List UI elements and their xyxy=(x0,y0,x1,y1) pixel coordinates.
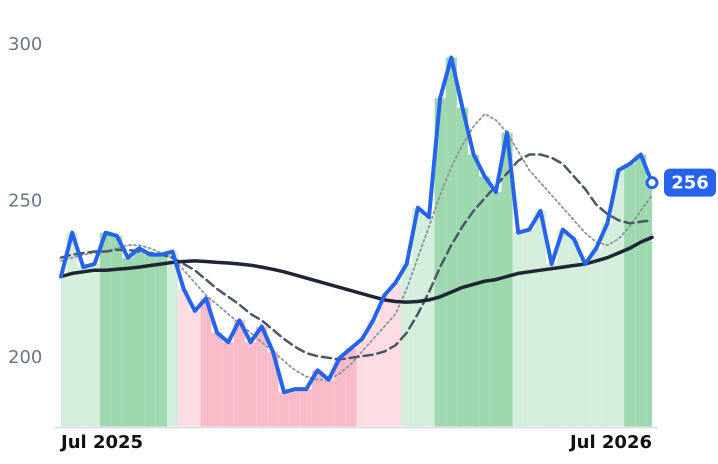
regime-area xyxy=(155,254,167,427)
regime-area xyxy=(389,282,402,427)
regime-area xyxy=(88,263,101,427)
regime-area xyxy=(278,392,290,427)
regime-area xyxy=(267,351,279,427)
regime-area xyxy=(200,298,212,427)
regime-area xyxy=(579,263,591,427)
series-line xyxy=(60,113,653,381)
regime-area xyxy=(512,232,524,427)
y-tick-label: 300 xyxy=(8,34,42,55)
regime-area xyxy=(300,389,312,427)
regime-area xyxy=(557,229,569,427)
regime-area xyxy=(345,348,357,427)
regime-area xyxy=(189,310,201,427)
regime-area xyxy=(412,207,424,427)
regime-area xyxy=(66,232,78,427)
regime-area xyxy=(289,389,301,427)
regime-area xyxy=(568,238,580,427)
regime-area xyxy=(356,339,368,427)
regime-area xyxy=(233,320,245,427)
regime-area xyxy=(122,257,134,427)
regime-area xyxy=(323,379,335,427)
regime-area xyxy=(77,267,89,427)
regime-area xyxy=(624,163,636,427)
regime-area xyxy=(434,98,446,427)
last-point xyxy=(645,176,659,190)
x-tick-label: Jul 2026 xyxy=(568,432,652,453)
regime-area xyxy=(211,332,223,427)
regime-area xyxy=(601,223,613,427)
regime-area xyxy=(490,192,502,427)
regime-area xyxy=(334,357,346,427)
last-value-badge xyxy=(664,168,716,197)
regime-area xyxy=(479,176,491,427)
y-tick-label: 250 xyxy=(8,190,42,211)
series-line xyxy=(59,235,654,304)
regime-area xyxy=(61,276,67,427)
series-line xyxy=(59,55,654,395)
regime-area xyxy=(166,251,179,427)
regime-area xyxy=(244,342,257,427)
regime-area xyxy=(612,170,625,427)
regime-area xyxy=(222,342,234,427)
regime-area xyxy=(133,248,145,427)
regime-area xyxy=(590,248,602,427)
x-tick-label: Jul 2025 xyxy=(59,432,143,453)
regime-area xyxy=(534,210,547,427)
regime-area xyxy=(378,295,390,427)
regime-area xyxy=(311,370,324,427)
regime-area xyxy=(523,229,535,427)
regime-area xyxy=(468,154,480,427)
regime-area xyxy=(546,263,558,427)
regime-area xyxy=(423,217,435,427)
regime-area xyxy=(456,107,469,427)
regime-area xyxy=(256,326,268,427)
regime-area xyxy=(111,235,123,427)
regime-area xyxy=(144,254,156,427)
regime-area xyxy=(635,154,647,427)
regime-area xyxy=(367,320,379,427)
last-value-label: 256 xyxy=(671,173,709,194)
regime-area xyxy=(100,232,112,427)
regime-area xyxy=(445,57,457,427)
regime-area xyxy=(501,132,513,427)
regime-area xyxy=(646,182,652,427)
regime-area xyxy=(178,289,190,427)
y-tick-label: 200 xyxy=(8,347,42,368)
regime-area xyxy=(401,263,413,427)
